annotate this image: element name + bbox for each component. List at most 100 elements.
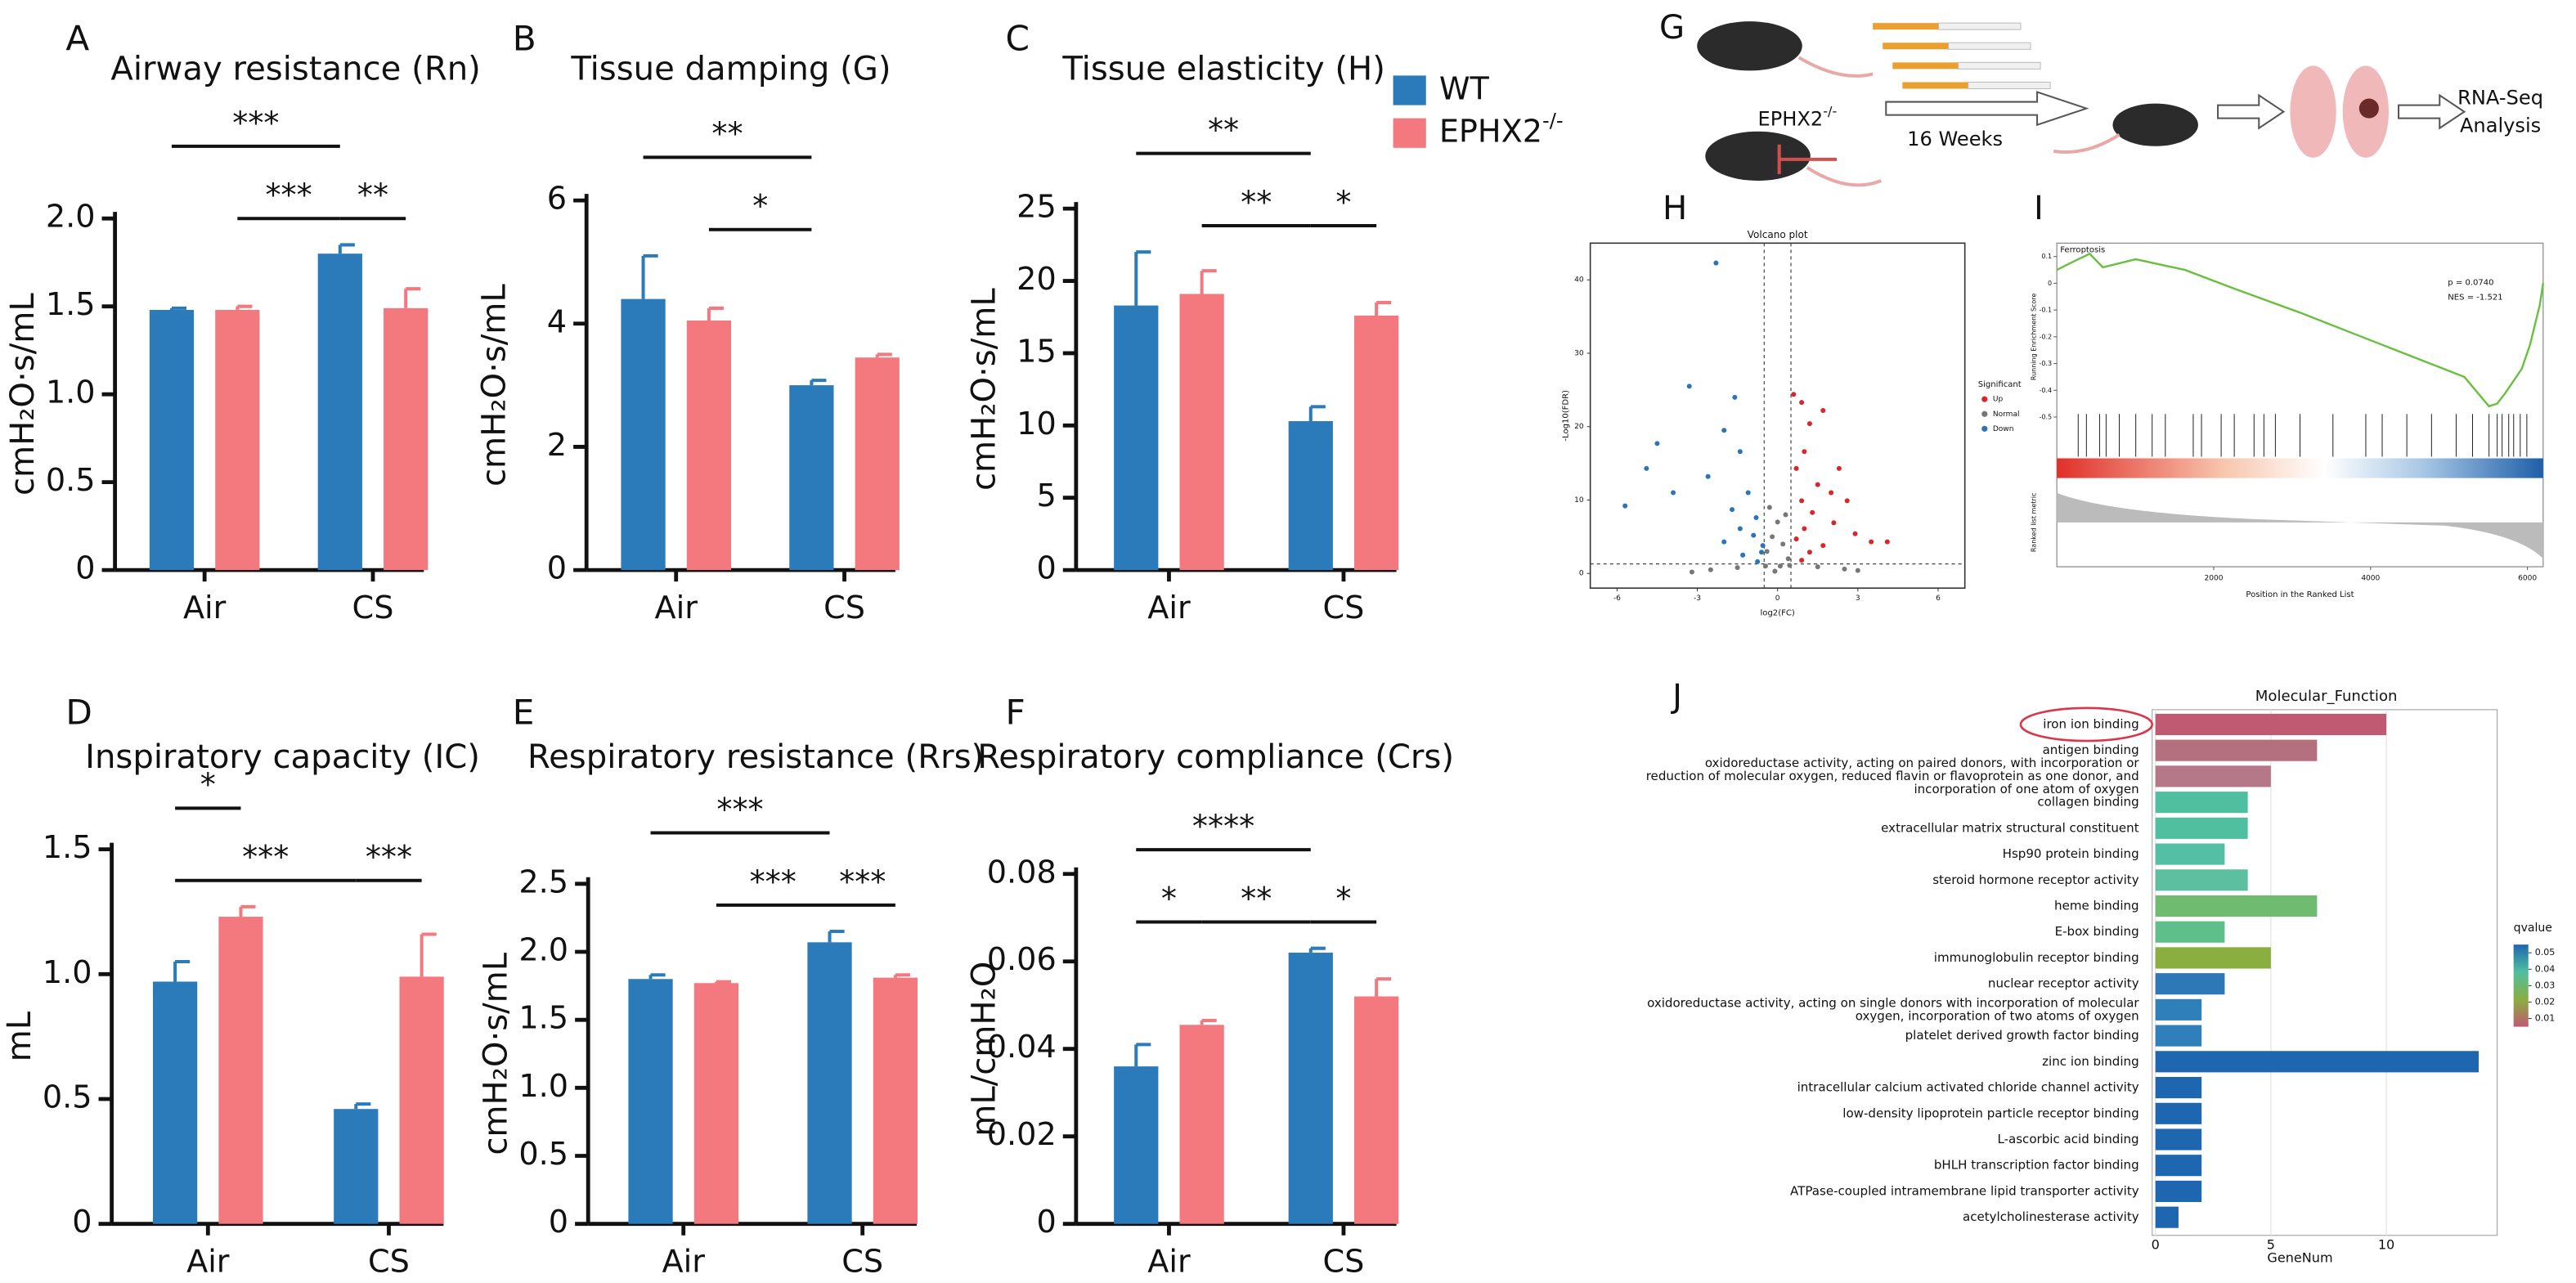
y-tick-label: nuclear receptor activity [1988, 976, 2139, 991]
legend-label: WT [1439, 70, 1490, 106]
y-tick-label: 0.06 [987, 941, 1057, 977]
duration-label: 16 Weeks [1907, 128, 2003, 150]
point [1713, 260, 1719, 266]
y-tick-label: iron ion binding [2043, 716, 2138, 731]
bar [384, 307, 429, 571]
point [1799, 498, 1805, 504]
y-tick-label: intracellular calcium activated chloride… [1797, 1080, 2139, 1095]
point [1772, 568, 1778, 574]
x-axis-label: Position in the Ranked List [2246, 590, 2354, 599]
x-tick-label: CS [841, 1243, 883, 1279]
significance-label: *** [242, 839, 289, 875]
bar [334, 1109, 379, 1224]
bar [693, 983, 739, 1224]
significance-label: * [1335, 184, 1351, 220]
x-tick-label: 6000 [2518, 575, 2537, 583]
bar [1354, 315, 1399, 571]
y-tick-label: 0.02 [987, 1116, 1057, 1152]
y-tick-label: steroid hormone receptor activity [1932, 873, 2139, 887]
bar [2155, 947, 2271, 969]
point [1766, 505, 1772, 510]
mouse-tail [1806, 166, 1882, 187]
y-tick-label: -0.4 [2040, 387, 2053, 394]
bar [807, 942, 852, 1224]
y-tick-label: zinc ion binding [2042, 1054, 2138, 1069]
point [1755, 559, 1761, 564]
point [1753, 515, 1759, 521]
y-tick-label: antigen binding [2043, 742, 2139, 757]
bar [2155, 739, 2318, 761]
bar [2155, 1155, 2202, 1177]
y-axis-label: cmH₂O·s/mL [4, 293, 42, 496]
point [1844, 498, 1850, 504]
bar [2155, 1180, 2202, 1202]
colorbar [2513, 944, 2529, 1027]
x-tick-label: Air [1147, 1243, 1191, 1279]
y-tick-label: 0 [547, 550, 567, 586]
bar [2155, 817, 2248, 839]
point [1806, 550, 1812, 555]
significance-label: *** [839, 864, 886, 899]
y-tick-label: acetylcholinesterase activity [1963, 1209, 2139, 1224]
y-axis-label: cmH₂O·s/mL [476, 284, 514, 487]
point [1770, 534, 1775, 540]
bar [2155, 1051, 2479, 1073]
point [1737, 449, 1743, 455]
chart-title: Molecular_Function [2255, 688, 2398, 705]
point [1622, 503, 1628, 509]
significance-label: *** [366, 839, 412, 875]
x-tick-label: 10 [2378, 1236, 2394, 1252]
enrichment-curve [2056, 252, 2545, 408]
plot-frame [1589, 242, 1966, 590]
bar [2155, 895, 2318, 917]
annotation: NES = -1.521 [2448, 294, 2502, 303]
y-tick-label: 0 [1036, 550, 1056, 586]
y-tick-label: 10 [1016, 406, 1057, 442]
y-tick-label: 2.0 [518, 931, 568, 967]
y-tick-label: oxygen, incorporation of two atoms of ox… [1856, 1008, 2139, 1023]
genotype-text: EPHX2 [1758, 108, 1824, 131]
y-tick-label: -0.3 [2040, 360, 2053, 367]
y-tick-label: heme binding [2054, 898, 2139, 913]
bar [2155, 973, 2225, 995]
point [1689, 569, 1694, 575]
colorbar-tick-label: 0.01 [2535, 1013, 2556, 1024]
x-tick-label: Air [183, 590, 227, 626]
point [1799, 558, 1805, 563]
bar [399, 976, 444, 1224]
bar [2155, 843, 2225, 865]
x-tick-label: 4000 [2361, 575, 2380, 583]
panel-label: F [1005, 692, 1025, 732]
point [1842, 566, 1847, 572]
bar [215, 309, 260, 571]
y-tick-label: platelet derived growth factor binding [1905, 1028, 2139, 1043]
output-label: RNA-Seq [2457, 87, 2543, 110]
y-tick-label: oxidoreductase activity, acting on singl… [1647, 995, 2139, 1010]
genotype-label: EPHX2-/- [1758, 103, 1838, 131]
y-axis-label: mL/cmH₂O [965, 962, 1003, 1137]
significance-label: *** [232, 105, 279, 141]
point [1735, 565, 1740, 571]
point [1855, 567, 1860, 573]
bar [621, 298, 666, 571]
point [1745, 490, 1751, 496]
point [1815, 482, 1820, 487]
colorbar-title: qvalue [2514, 922, 2552, 935]
y-axis-label: Ranked list metric [2031, 493, 2038, 552]
y-tick-label: 15 [1016, 333, 1057, 369]
panel-label: G [1659, 9, 1685, 47]
y-tick-label: 0.04 [987, 1029, 1057, 1065]
bar [1288, 953, 1333, 1224]
point [1785, 556, 1791, 562]
panel-label: E [513, 692, 535, 732]
lesion [2358, 98, 2379, 119]
cigarettes [1873, 22, 2051, 89]
significance-label: ** [1241, 184, 1272, 220]
point [1721, 428, 1727, 433]
chart-title: Respiratory compliance (Crs) [977, 738, 1454, 776]
legend-marker [1981, 410, 1988, 417]
y-tick-label: 0 [1036, 1204, 1056, 1240]
y-tick-label: 0.5 [43, 1079, 92, 1115]
